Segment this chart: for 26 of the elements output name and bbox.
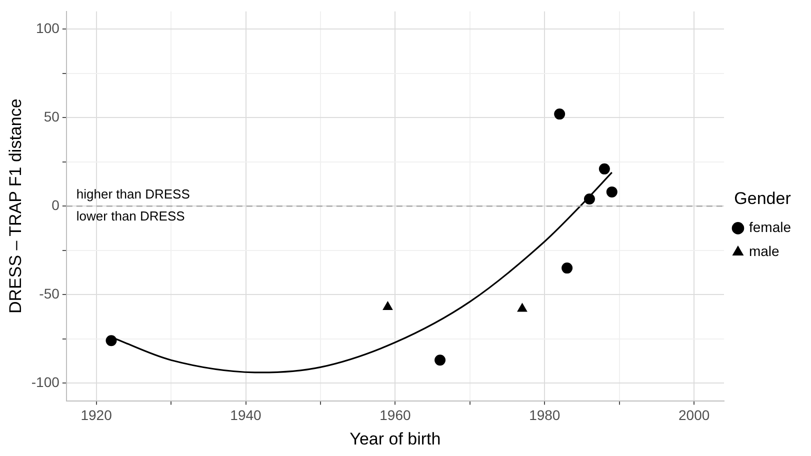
y-tick-label: 50 <box>44 108 60 124</box>
y-tick-label: -100 <box>31 374 60 390</box>
point <box>106 335 117 346</box>
point <box>517 303 528 312</box>
y-tick-label: 100 <box>36 20 60 36</box>
y-tick-label: 0 <box>52 196 60 213</box>
x-tick-label: 1920 <box>80 407 112 424</box>
legend-label: male <box>748 243 780 260</box>
point <box>562 262 573 274</box>
point <box>434 354 446 366</box>
point <box>554 108 566 120</box>
legend-title: Gender <box>734 188 792 208</box>
x-tick-label: 1980 <box>529 407 560 424</box>
point <box>382 301 393 310</box>
legend-label: female <box>748 219 792 236</box>
point <box>584 194 595 205</box>
point <box>606 186 618 198</box>
y-tick-label: -50 <box>39 285 60 302</box>
x-tick-label: 1960 <box>380 407 411 424</box>
x-tick-label: 2000 <box>678 407 710 424</box>
point <box>598 163 610 174</box>
y-axis-title: DRESS – TRAP F1 distance <box>6 98 25 314</box>
x-tick-label: 1940 <box>230 407 262 424</box>
x-axis-title: Year of birth <box>350 429 441 448</box>
annotation: lower than DRESS <box>76 208 186 224</box>
annotation: higher than DRESS <box>76 186 190 202</box>
